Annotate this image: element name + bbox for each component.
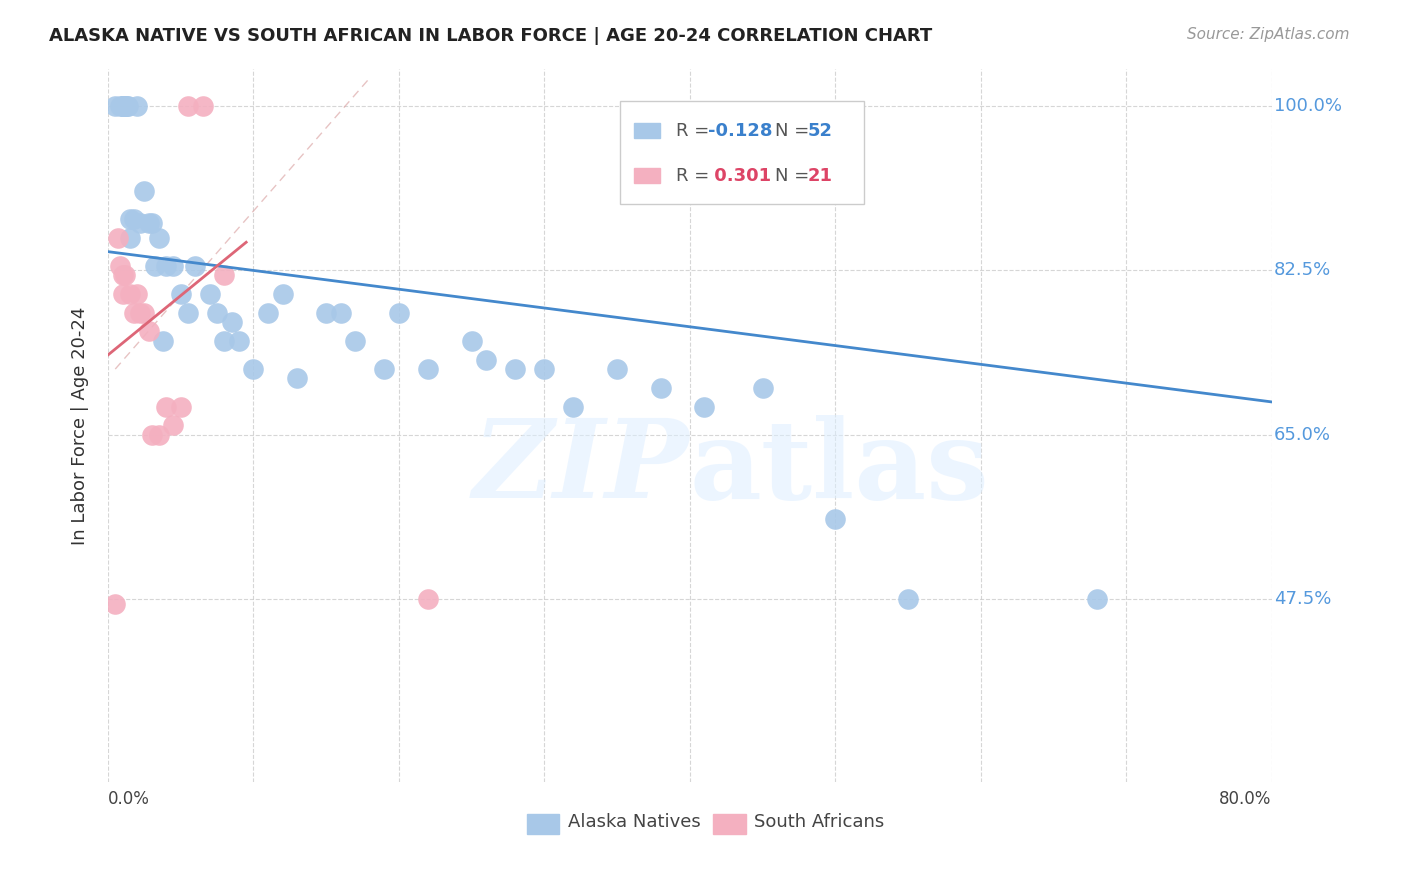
Point: [271, 286, 294, 301]
Point: [134, 306, 156, 320]
Point: [329, 306, 352, 320]
Point: [606, 362, 628, 376]
Point: [143, 259, 166, 273]
Point: [114, 99, 136, 113]
Point: [1085, 592, 1108, 607]
Point: [104, 597, 127, 611]
Text: N =: N =: [775, 167, 814, 185]
Text: South Africans: South Africans: [754, 813, 884, 830]
Point: [416, 592, 439, 607]
Point: [125, 99, 148, 113]
Point: [177, 99, 200, 113]
Point: [118, 230, 141, 244]
Point: [315, 306, 337, 320]
Point: [198, 286, 221, 301]
Point: [460, 334, 482, 348]
Point: [503, 362, 526, 376]
Point: [111, 99, 134, 113]
Point: [475, 352, 498, 367]
Point: [162, 418, 184, 433]
Point: [129, 217, 152, 231]
Point: [104, 99, 127, 113]
Bar: [634, 168, 659, 184]
Bar: [527, 814, 560, 834]
Text: ZIP: ZIP: [474, 415, 690, 522]
Text: R =: R =: [676, 121, 714, 140]
Point: [108, 99, 131, 113]
Point: [751, 381, 773, 395]
Point: [114, 268, 136, 282]
Point: [257, 306, 280, 320]
Text: -0.128: -0.128: [709, 121, 773, 140]
Text: 82.5%: 82.5%: [1274, 261, 1331, 279]
Point: [138, 325, 160, 339]
Point: [191, 99, 214, 113]
Point: [221, 315, 243, 329]
Point: [170, 400, 193, 414]
Point: [118, 286, 141, 301]
Point: [138, 217, 160, 231]
Point: [111, 286, 134, 301]
Text: 47.5%: 47.5%: [1274, 591, 1331, 608]
Point: [562, 400, 585, 414]
Point: [373, 362, 395, 376]
Point: [129, 306, 152, 320]
Point: [141, 427, 163, 442]
Point: [111, 268, 134, 282]
Point: [162, 259, 184, 273]
Text: 0.0%: 0.0%: [108, 789, 150, 808]
Point: [214, 334, 236, 348]
Point: [897, 592, 920, 607]
Text: 52: 52: [807, 121, 832, 140]
Text: 65.0%: 65.0%: [1274, 425, 1331, 444]
Point: [155, 259, 177, 273]
Point: [205, 306, 228, 320]
Point: [152, 334, 174, 348]
Point: [122, 306, 145, 320]
Point: [108, 259, 131, 273]
Point: [170, 286, 193, 301]
Point: [155, 400, 177, 414]
Point: [111, 99, 134, 113]
Text: ALASKA NATIVE VS SOUTH AFRICAN IN LABOR FORCE | AGE 20-24 CORRELATION CHART: ALASKA NATIVE VS SOUTH AFRICAN IN LABOR …: [49, 27, 932, 45]
Point: [125, 286, 148, 301]
Text: R =: R =: [676, 167, 714, 185]
Point: [115, 99, 138, 113]
Text: N =: N =: [775, 121, 814, 140]
Point: [141, 217, 163, 231]
Y-axis label: In Labor Force | Age 20-24: In Labor Force | Age 20-24: [72, 306, 89, 545]
Point: [148, 230, 170, 244]
Text: Alaska Natives: Alaska Natives: [568, 813, 700, 830]
Point: [285, 371, 308, 385]
Text: 0.301: 0.301: [709, 167, 772, 185]
Text: 21: 21: [807, 167, 832, 185]
Point: [416, 362, 439, 376]
Text: Source: ZipAtlas.com: Source: ZipAtlas.com: [1187, 27, 1350, 42]
Point: [242, 362, 264, 376]
Point: [118, 211, 141, 226]
Bar: [634, 123, 659, 138]
Point: [148, 427, 170, 442]
Bar: [713, 814, 745, 834]
Point: [114, 99, 136, 113]
Point: [693, 400, 716, 414]
Text: 80.0%: 80.0%: [1219, 789, 1271, 808]
Point: [214, 268, 236, 282]
Point: [184, 259, 207, 273]
Text: atlas: atlas: [690, 415, 990, 522]
Point: [107, 230, 129, 244]
Point: [117, 99, 139, 113]
Point: [388, 306, 411, 320]
Point: [824, 512, 846, 526]
Text: 100.0%: 100.0%: [1274, 97, 1341, 115]
Point: [122, 211, 145, 226]
Point: [134, 184, 156, 198]
Point: [344, 334, 367, 348]
Point: [228, 334, 250, 348]
Bar: [620, 101, 865, 204]
Point: [650, 381, 672, 395]
Point: [533, 362, 555, 376]
Point: [177, 306, 200, 320]
Point: [111, 99, 134, 113]
